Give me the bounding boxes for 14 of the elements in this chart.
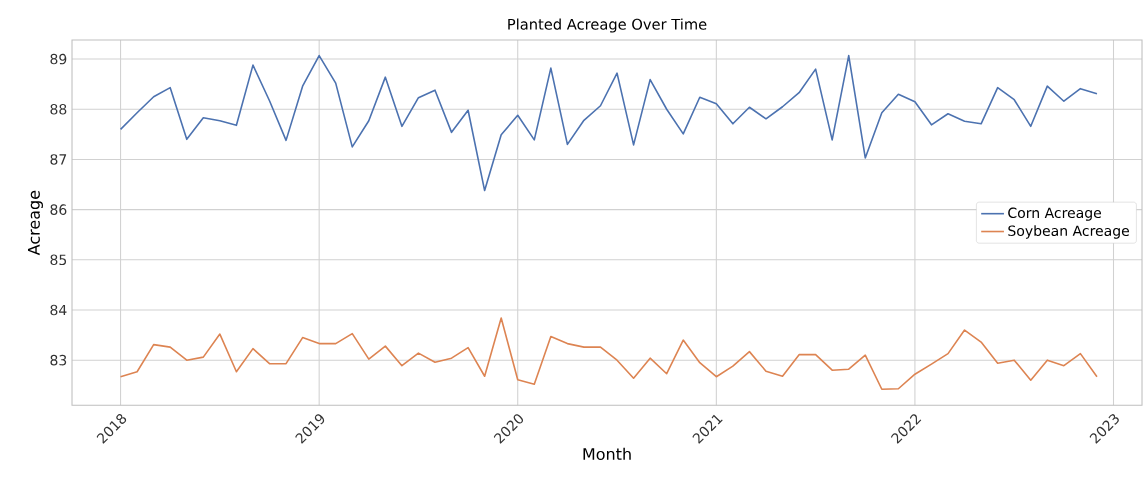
y-tick-label: 89 (50, 53, 67, 65)
legend-label: Soybean Acreage (1008, 225, 1129, 239)
legend-label: Corn Acreage (1008, 207, 1102, 221)
y-tick-label: 88 (50, 103, 67, 115)
x-axis-title: Month (583, 447, 631, 461)
line-series (119, 54, 1098, 192)
y-tick-label: 84 (50, 304, 67, 316)
chart-title: Planted Acreage Over Time (508, 18, 707, 33)
y-axis-title: Acreage (27, 190, 43, 256)
y-tick-label: 83 (50, 354, 67, 366)
y-tick-label: 85 (50, 254, 67, 266)
line-series (119, 317, 1098, 391)
y-tick-label: 86 (50, 204, 67, 215)
y-tick-label: 87 (50, 154, 67, 165)
